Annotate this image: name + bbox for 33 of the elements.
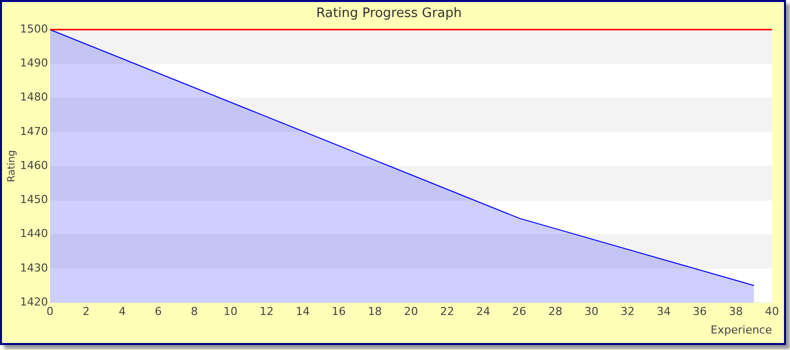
x-tick-label: 18 xyxy=(368,305,382,318)
x-tick-label: 36 xyxy=(692,305,707,318)
y-tick-label: 1490 xyxy=(20,56,48,70)
x-tick-label: 16 xyxy=(332,305,346,318)
x-tick-label: 0 xyxy=(46,305,54,318)
y-tick-label: 1420 xyxy=(20,295,48,308)
x-tick-label: 40 xyxy=(765,305,779,318)
y-tick-label: 1470 xyxy=(20,124,48,138)
x-tick-label: 38 xyxy=(728,305,743,318)
x-tick-label: 24 xyxy=(476,305,490,318)
x-axis-title: Experience xyxy=(710,323,772,336)
y-tick-label: 1480 xyxy=(20,90,48,104)
x-tick-label: 14 xyxy=(296,305,310,318)
x-tick-label: 32 xyxy=(620,305,635,318)
x-tick-label: 34 xyxy=(656,305,671,318)
x-tick-label: 30 xyxy=(584,305,598,318)
chart-title: Rating Progress Graph xyxy=(316,6,462,22)
x-tick-label: 22 xyxy=(440,305,454,318)
x-tick-label: 10 xyxy=(223,305,238,318)
x-tick-label: 8 xyxy=(190,305,198,318)
x-tick-label: 6 xyxy=(154,305,162,318)
y-tick-label: 1430 xyxy=(20,261,48,274)
y-tick-label: 1440 xyxy=(20,227,48,240)
y-tick-label: 1500 xyxy=(20,22,48,36)
x-tick-label: 28 xyxy=(548,305,562,318)
x-tick-label: 2 xyxy=(82,305,90,318)
x-tick-label: 12 xyxy=(260,305,274,318)
x-tick-label: 20 xyxy=(404,305,418,318)
y-tick-label: 1450 xyxy=(20,193,48,206)
y-axis-title: Rating xyxy=(6,150,18,182)
y-tick-label: 1460 xyxy=(20,158,48,172)
x-tick-label: 4 xyxy=(118,305,126,318)
x-tick-label: 26 xyxy=(512,305,526,318)
